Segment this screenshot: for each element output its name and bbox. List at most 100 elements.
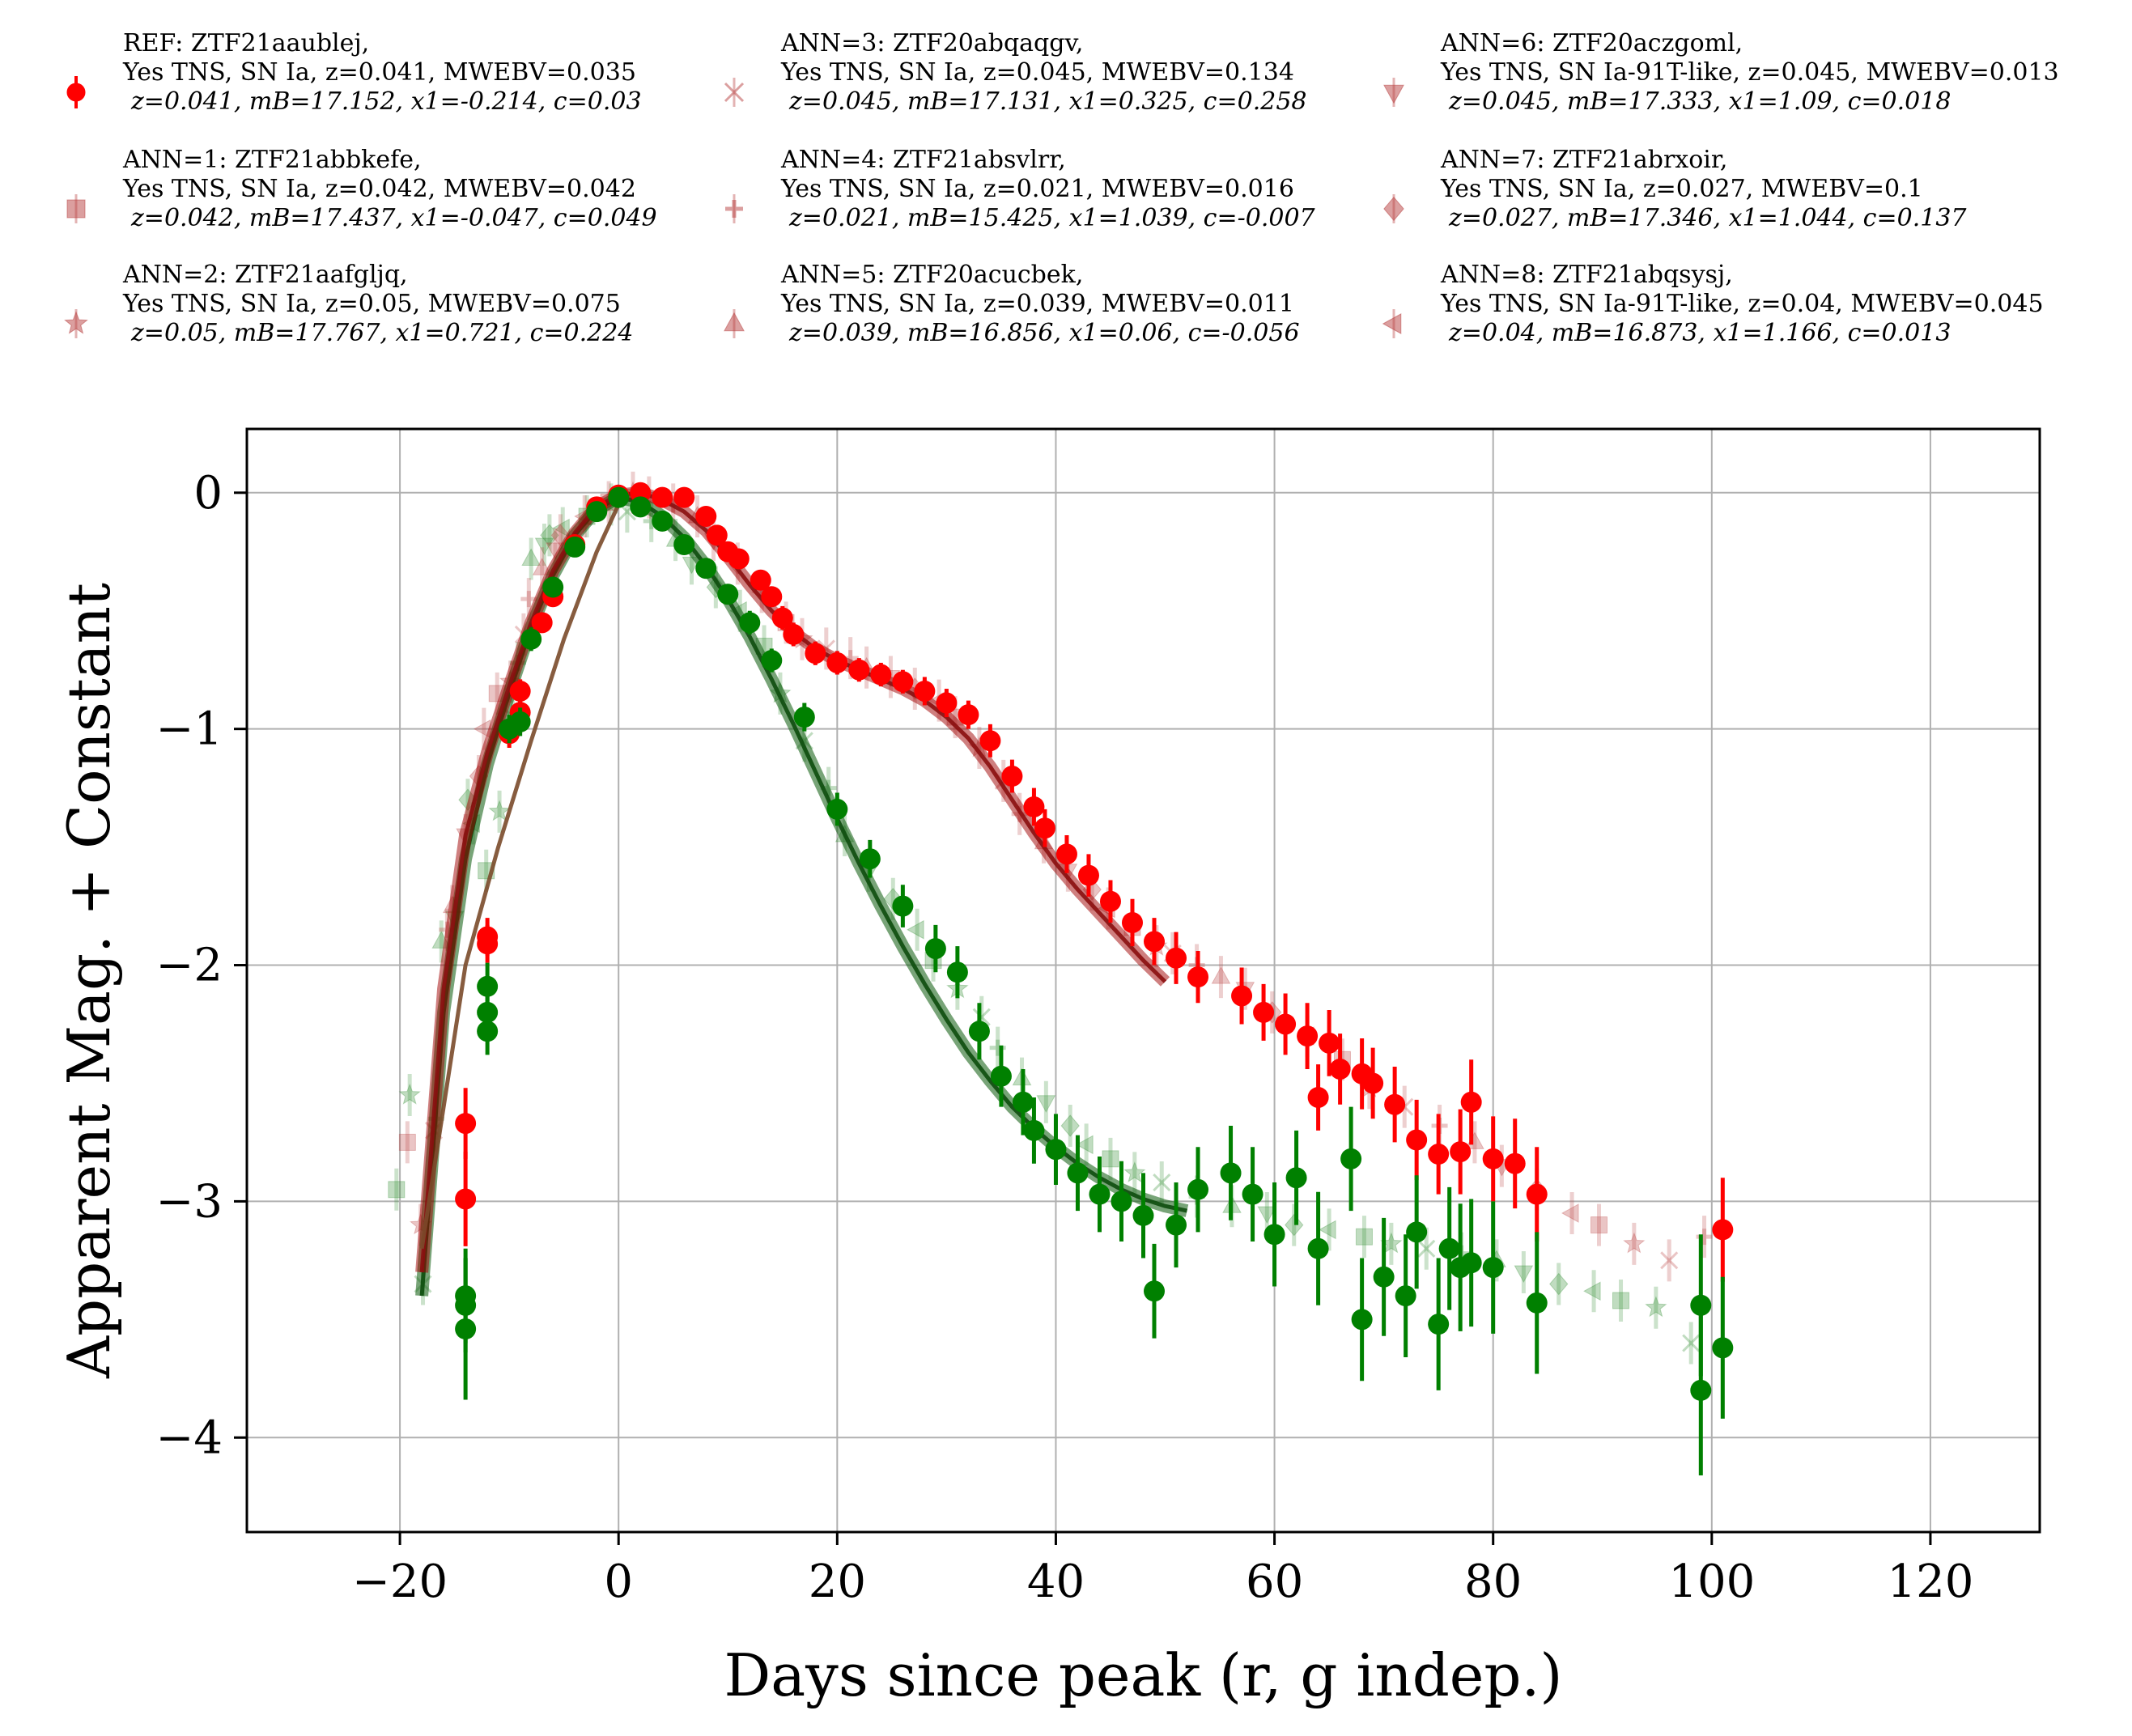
legend-line1: ANN=5: ZTF20acucbek, <box>781 261 1084 289</box>
neighbor-point <box>1591 1216 1608 1234</box>
x-tick-label: 100 <box>1668 1556 1755 1608</box>
series-g <box>455 486 1734 1475</box>
neighbor-point <box>1211 966 1231 984</box>
legend-line1: REF: ZTF21aaublej, <box>123 29 370 57</box>
legend-line1: ANN=4: ZTF21absvlrr, <box>781 146 1066 174</box>
neighbor-point <box>398 1133 416 1151</box>
neighbor-point <box>907 919 924 940</box>
point-r <box>1297 1025 1319 1047</box>
point-r <box>1275 1013 1297 1035</box>
point-g <box>455 1318 477 1339</box>
point-g <box>630 496 652 518</box>
legend-line2: Yes TNS, SN Ia-91T-like, z=0.04, MWEBV=0… <box>1441 290 2044 318</box>
point-r <box>958 704 979 726</box>
neighbor-point <box>521 548 541 567</box>
point-g <box>520 628 542 650</box>
point-g <box>1144 1280 1166 1302</box>
legend-line3: z=0.045, mB=17.131, x1=0.325, c=0.258 <box>789 87 1307 116</box>
point-g <box>1460 1252 1482 1274</box>
point-r <box>695 505 717 527</box>
point-r <box>1144 931 1166 953</box>
neighbor-point <box>1682 1334 1701 1352</box>
legend-marker <box>66 76 86 108</box>
legend-line2: Yes TNS, SN Ia, z=0.045, MWEBV=0.134 <box>781 58 1294 87</box>
point-r <box>870 664 892 685</box>
series-r <box>455 482 1734 1282</box>
point-r <box>826 652 848 673</box>
y-tick-label: −2 <box>155 940 223 992</box>
legend-marker-shape <box>725 200 743 218</box>
point-g <box>1307 1237 1329 1259</box>
point-g <box>1187 1178 1209 1200</box>
neighbor-point <box>540 524 559 547</box>
legend-line3: z=0.021, mB=15.425, x1=1.039, c=-0.007 <box>789 204 1315 232</box>
point-g <box>990 1065 1012 1087</box>
neighbor-point <box>1623 1232 1646 1254</box>
point-r <box>761 586 783 608</box>
point-r <box>455 1188 477 1210</box>
x-axis-label: Days since peak (r, g indep.) <box>724 1641 1563 1709</box>
y-tick-label: 0 <box>193 467 223 520</box>
neighbor-point <box>398 1083 421 1105</box>
y-tick-label: −3 <box>155 1175 223 1228</box>
point-r <box>1166 947 1187 969</box>
legend-marker-shape <box>724 82 745 103</box>
legend-line2: Yes TNS, SN Ia, z=0.042, MWEBV=0.042 <box>123 175 636 203</box>
neighbor-point <box>1123 1161 1146 1183</box>
point-r <box>1253 1001 1275 1023</box>
x-tick-label: 40 <box>1027 1556 1085 1608</box>
point-g <box>1220 1162 1242 1184</box>
point-r <box>1406 1129 1428 1151</box>
point-r <box>1329 1058 1351 1080</box>
point-g <box>509 711 531 732</box>
neighbor-point <box>388 1181 406 1199</box>
point-g <box>1166 1214 1187 1236</box>
legend-marker <box>724 309 745 338</box>
point-g <box>924 938 946 960</box>
legend-entry: ANN=8: ZTF21abqsysj, Yes TNS, SN Ia-91T-l… <box>1382 261 2088 348</box>
neighbor-point <box>1561 1203 1579 1223</box>
point-r <box>914 680 936 702</box>
legend-entry: ANN=7: ZTF21abrxoir, Yes TNS, SN Ia, z=0.… <box>1383 146 2088 233</box>
point-r <box>1526 1183 1548 1205</box>
point-g <box>859 848 881 870</box>
neighbor-point <box>1076 1135 1094 1155</box>
neighbor-points-g <box>388 483 1701 1365</box>
point-r <box>1187 966 1209 988</box>
point-r <box>509 680 531 702</box>
legend-line3: z=0.05, mB=17.767, x1=0.721, c=0.224 <box>131 319 634 347</box>
point-r <box>1121 911 1143 933</box>
neighbor-point <box>1417 1239 1436 1258</box>
x-tick-label: 120 <box>1887 1556 1973 1608</box>
neighbor-point <box>534 537 554 556</box>
legend-marker <box>1383 78 1404 107</box>
point-g <box>542 576 564 598</box>
point-r <box>936 692 958 714</box>
legend-entry: ANN=2: ZTF21aafgljq, Yes TNS, SN Ia, z=0.… <box>64 261 771 348</box>
point-r <box>652 486 673 508</box>
point-g <box>586 501 608 523</box>
legend-line3: z=0.027, mB=17.346, x1=1.044, c=0.137 <box>1449 204 1967 232</box>
grid-lines <box>247 429 2040 1532</box>
point-g <box>1012 1091 1034 1113</box>
neighbor-point <box>1153 1173 1171 1192</box>
legend-entry: ANN=1: ZTF21abbkefe, Yes TNS, SN Ia, z=0.… <box>66 146 771 233</box>
legend-marker <box>1382 309 1402 338</box>
point-r <box>1001 766 1023 787</box>
point-r <box>1460 1091 1482 1113</box>
point-g <box>1089 1183 1111 1205</box>
point-r <box>673 486 695 508</box>
neighbor-point <box>1660 1251 1679 1270</box>
legend-line1: ANN=6: ZTF20aczgoml, <box>1441 29 1743 57</box>
point-g <box>564 536 586 558</box>
point-g <box>1526 1292 1548 1314</box>
point-g <box>652 510 673 532</box>
legend-marker-shape <box>64 311 88 334</box>
legend-entry: ANN=6: ZTF20aczgoml, Yes TNS, SN Ia-91T-l… <box>1383 29 2088 117</box>
point-r <box>1231 985 1253 1007</box>
point-g <box>608 486 630 508</box>
x-tick-label: −20 <box>352 1556 448 1608</box>
point-g <box>477 975 499 997</box>
legend-marker-shape <box>1383 196 1404 222</box>
neighbor-point <box>1355 1228 1373 1246</box>
